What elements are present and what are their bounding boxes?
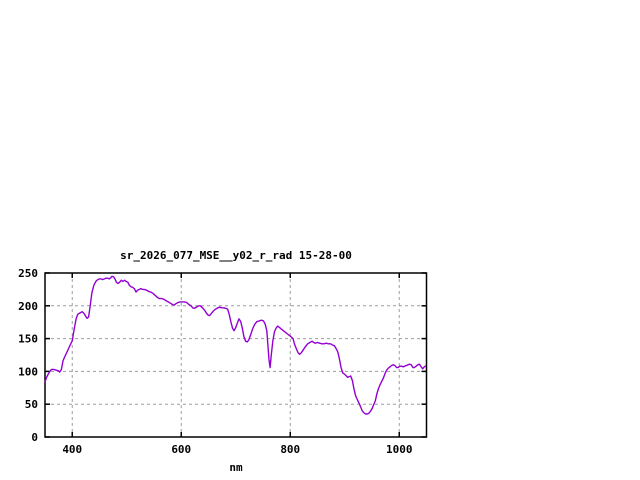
y-tick-label: 50 bbox=[25, 398, 38, 411]
x-tick-label: 800 bbox=[280, 443, 300, 456]
chart-title: sr_2026_077_MSE__y02_r_rad 15-28-00 bbox=[120, 249, 352, 262]
y-tick-label: 150 bbox=[18, 333, 38, 346]
y-tick-label: 0 bbox=[31, 431, 38, 444]
spectrum-line bbox=[44, 275, 427, 415]
plot-border bbox=[44, 272, 428, 438]
y-tick-label: 100 bbox=[18, 365, 38, 378]
x-tick-label: 1000 bbox=[386, 443, 413, 456]
y-tick-label: 250 bbox=[18, 267, 38, 280]
x-axis-label: nm bbox=[229, 461, 243, 474]
y-tick-label: 200 bbox=[18, 300, 38, 313]
x-tick-label: 400 bbox=[62, 443, 82, 456]
x-tick-label: 600 bbox=[171, 443, 191, 456]
